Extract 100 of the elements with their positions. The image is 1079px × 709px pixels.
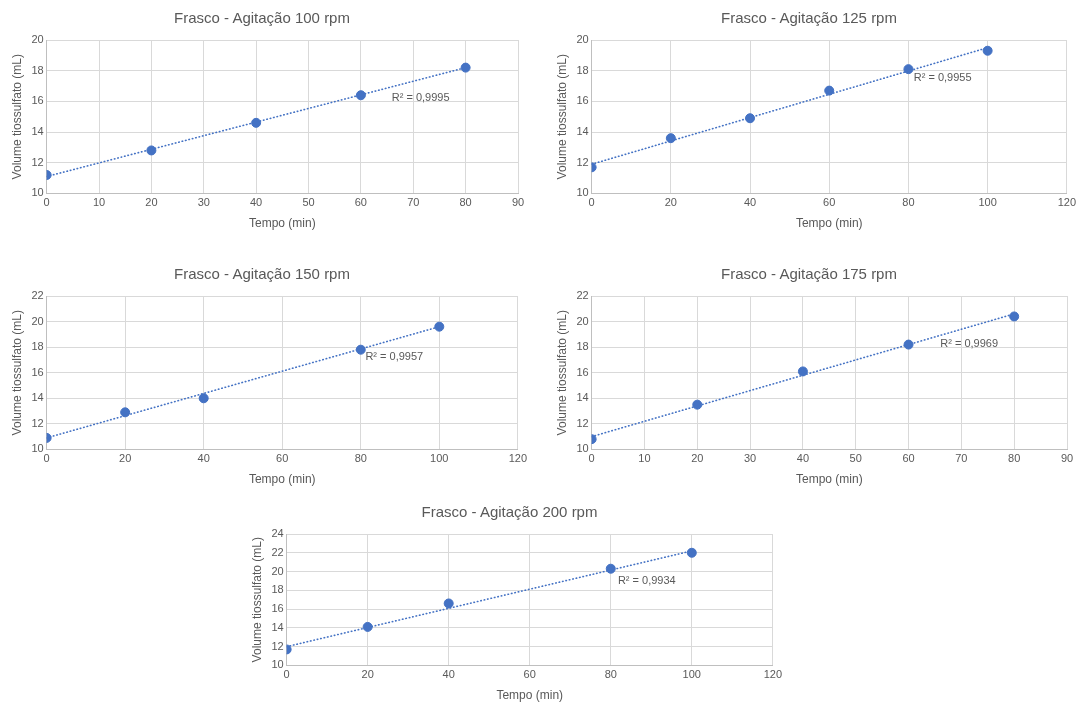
- y-tick-label: 22: [271, 545, 284, 558]
- x-tick-label: 0: [283, 668, 290, 681]
- x-tick-label: 20: [691, 452, 704, 465]
- chart-title: Frasco - Agitação 150 rpm: [174, 265, 350, 283]
- x-tick-label: 60: [523, 668, 536, 681]
- x-tick-label: 70: [955, 452, 968, 465]
- x-tick-label: 80: [459, 196, 472, 209]
- x-tick-label: 0: [43, 452, 50, 465]
- annotation: R² = 0,9957: [365, 349, 424, 362]
- x-tick-label: 60: [902, 452, 915, 465]
- x-tick-label: 70: [407, 196, 420, 209]
- annotation: R² = 0,9995: [391, 90, 450, 103]
- x-tick-label: 40: [197, 452, 210, 465]
- annotation: R² = 0,9955: [913, 70, 972, 83]
- y-tick-label: 18: [31, 340, 44, 353]
- x-tick-label: 80: [604, 668, 617, 681]
- point: [824, 85, 835, 96]
- y-tick-label: 10: [576, 442, 589, 455]
- y-axis-title: Volume tiossulfato (mL): [249, 537, 264, 663]
- y-tick-label: 10: [31, 442, 44, 455]
- chart-title: Frasco - Agitação 200 rpm: [421, 503, 598, 521]
- x-tick-label: 120: [1057, 196, 1076, 209]
- x-tick-label: 20: [119, 452, 132, 465]
- y-tick-label: 14: [31, 391, 44, 404]
- x-tick-label: 0: [588, 452, 595, 465]
- y-tick-label: 10: [576, 186, 589, 199]
- y-tick-label: 16: [576, 365, 589, 378]
- x-tick-label: 80: [354, 452, 367, 465]
- point: [903, 339, 914, 350]
- chart-title: Frasco - Agitação 125 rpm: [721, 9, 897, 27]
- point: [1009, 311, 1020, 322]
- point: [665, 133, 676, 144]
- y-tick-label: 14: [576, 125, 589, 138]
- x-tick-label: 10: [92, 196, 106, 209]
- point: [434, 321, 445, 332]
- x-tick-label: 10: [638, 452, 651, 465]
- y-tick-label: 22: [576, 289, 589, 302]
- y-tick-label: 20: [271, 564, 284, 577]
- y-tick-label: 10: [31, 186, 44, 199]
- x-tick-label: 0: [43, 196, 50, 209]
- y-axis-title: Volume tiossulfato (mL): [9, 310, 24, 436]
- point: [692, 399, 703, 410]
- point: [605, 563, 616, 574]
- x-tick-label: 20: [145, 196, 158, 209]
- x-axis-title: Tempo (min): [248, 216, 316, 231]
- x-tick-label: 80: [902, 196, 915, 209]
- x-tick-label: 90: [511, 196, 525, 209]
- y-tick-label: 16: [31, 94, 44, 107]
- x-tick-label: 50: [302, 196, 315, 209]
- point: [797, 366, 808, 377]
- x-axis-title: Tempo (min): [795, 472, 863, 487]
- point: [355, 90, 366, 101]
- y-tick-label: 12: [576, 155, 589, 168]
- point: [362, 621, 373, 632]
- annotation: R² = 0,9934: [617, 573, 676, 586]
- y-tick-label: 20: [31, 33, 44, 46]
- y-axis-title: Volume tiossulfato (mL): [554, 54, 569, 180]
- x-tick-label: 60: [276, 452, 289, 465]
- annotation: R² = 0,9969: [940, 336, 999, 349]
- x-axis-title: Tempo (min): [795, 216, 863, 231]
- y-tick-label: 18: [576, 340, 589, 353]
- y-tick-label: 12: [576, 416, 589, 429]
- x-tick-label: 40: [796, 452, 810, 465]
- x-tick-label: 30: [197, 196, 210, 209]
- x-tick-label: 90: [1060, 452, 1074, 465]
- y-tick-label: 14: [31, 125, 44, 138]
- point: [745, 113, 756, 124]
- y-tick-label: 10: [271, 658, 284, 671]
- point: [146, 145, 157, 156]
- point: [355, 344, 366, 355]
- x-tick-label: 20: [664, 196, 677, 209]
- x-tick-label: 120: [508, 452, 527, 465]
- y-tick-label: 20: [576, 33, 589, 46]
- y-axis-title: Volume tiossulfato (mL): [9, 54, 24, 180]
- y-tick-label: 20: [31, 314, 44, 327]
- x-tick-label: 80: [1008, 452, 1021, 465]
- y-tick-label: 18: [31, 63, 44, 76]
- y-tick-label: 12: [31, 155, 44, 168]
- point: [982, 45, 993, 56]
- x-tick-label: 20: [361, 668, 374, 681]
- x-tick-label: 60: [823, 196, 836, 209]
- point: [443, 598, 454, 609]
- y-tick-label: 16: [576, 94, 589, 107]
- x-tick-label: 50: [849, 452, 862, 465]
- y-tick-label: 18: [576, 63, 589, 76]
- point: [120, 407, 131, 418]
- x-tick-label: 100: [978, 196, 997, 209]
- x-axis-title: Tempo (min): [496, 688, 564, 703]
- chart-title: Frasco - Agitação 175 rpm: [721, 265, 897, 283]
- y-tick-label: 14: [271, 620, 284, 633]
- y-tick-label: 14: [576, 391, 589, 404]
- y-tick-label: 16: [271, 602, 284, 615]
- point: [251, 117, 262, 128]
- point: [198, 393, 209, 404]
- x-tick-label: 100: [430, 452, 449, 465]
- point: [686, 547, 697, 558]
- point: [903, 64, 914, 75]
- y-axis-title: Volume tiossulfato (mL): [554, 310, 569, 436]
- x-tick-label: 0: [588, 196, 595, 209]
- x-axis-title: Tempo (min): [248, 472, 316, 487]
